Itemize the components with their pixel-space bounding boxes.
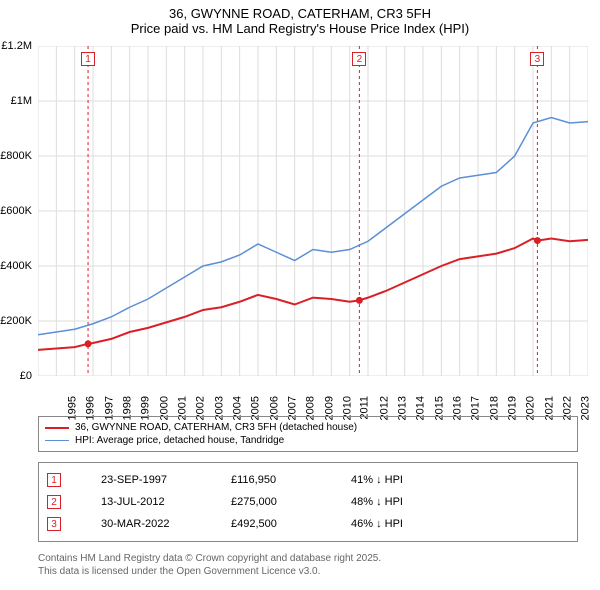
- event-marker-icon: 1: [47, 473, 61, 487]
- chart-title-line1: 36, GWYNNE ROAD, CATERHAM, CR3 5FH: [0, 0, 600, 21]
- legend-swatch: [45, 427, 69, 429]
- event-price: £492,500: [231, 518, 311, 530]
- footnote-line2: This data is licensed under the Open Gov…: [38, 565, 578, 578]
- event-delta: 48% ↓ HPI: [351, 496, 441, 508]
- y-axis-label: £0: [20, 370, 32, 382]
- y-axis-label: £400K: [0, 260, 32, 272]
- legend-item: 36, GWYNNE ROAD, CATERHAM, CR3 5FH (deta…: [45, 421, 571, 434]
- event-price: £116,950: [231, 474, 311, 486]
- event-date: 30-MAR-2022: [101, 518, 191, 530]
- chart-title-line2: Price paid vs. HM Land Registry's House …: [0, 21, 600, 40]
- y-axis-label: £600K: [0, 205, 32, 217]
- y-axis-label: £800K: [0, 150, 32, 162]
- event-marker: 1: [81, 52, 95, 66]
- chart-svg: [38, 46, 588, 376]
- events-table: 1 23-SEP-1997 £116,950 41% ↓ HPI 2 13-JUL-201…: [38, 462, 578, 542]
- legend: 36, GWYNNE ROAD, CATERHAM, CR3 5FH (deta…: [38, 416, 578, 452]
- chart-area: £0£200K£400K£600K£800K£1M£1.2M 199519961…: [38, 46, 588, 376]
- y-axis-label: £1M: [11, 95, 32, 107]
- event-row: 1 23-SEP-1997 £116,950 41% ↓ HPI: [47, 469, 569, 491]
- y-axis-label: £1.2M: [1, 40, 32, 52]
- event-marker: 2: [352, 52, 366, 66]
- y-axis-label: £200K: [0, 315, 32, 327]
- event-marker: 3: [530, 52, 544, 66]
- legend-swatch: [45, 440, 69, 442]
- footnote-line1: Contains HM Land Registry data © Crown c…: [38, 552, 578, 565]
- legend-label: 36, GWYNNE ROAD, CATERHAM, CR3 5FH (deta…: [75, 422, 357, 433]
- event-date: 23-SEP-1997: [101, 474, 191, 486]
- legend-item: HPI: Average price, detached house, Tand…: [45, 434, 571, 447]
- footnote: Contains HM Land Registry data © Crown c…: [38, 552, 578, 578]
- event-date: 13-JUL-2012: [101, 496, 191, 508]
- x-axis-label: 2023: [580, 396, 592, 420]
- event-row: 2 13-JUL-2012 £275,000 48% ↓ HPI: [47, 491, 569, 513]
- event-marker-icon: 3: [47, 517, 61, 531]
- event-row: 3 30-MAR-2022 £492,500 46% ↓ HPI: [47, 513, 569, 535]
- event-delta: 46% ↓ HPI: [351, 518, 441, 530]
- event-delta: 41% ↓ HPI: [351, 474, 441, 486]
- legend-label: HPI: Average price, detached house, Tand…: [75, 435, 284, 446]
- event-marker-icon: 2: [47, 495, 61, 509]
- event-price: £275,000: [231, 496, 311, 508]
